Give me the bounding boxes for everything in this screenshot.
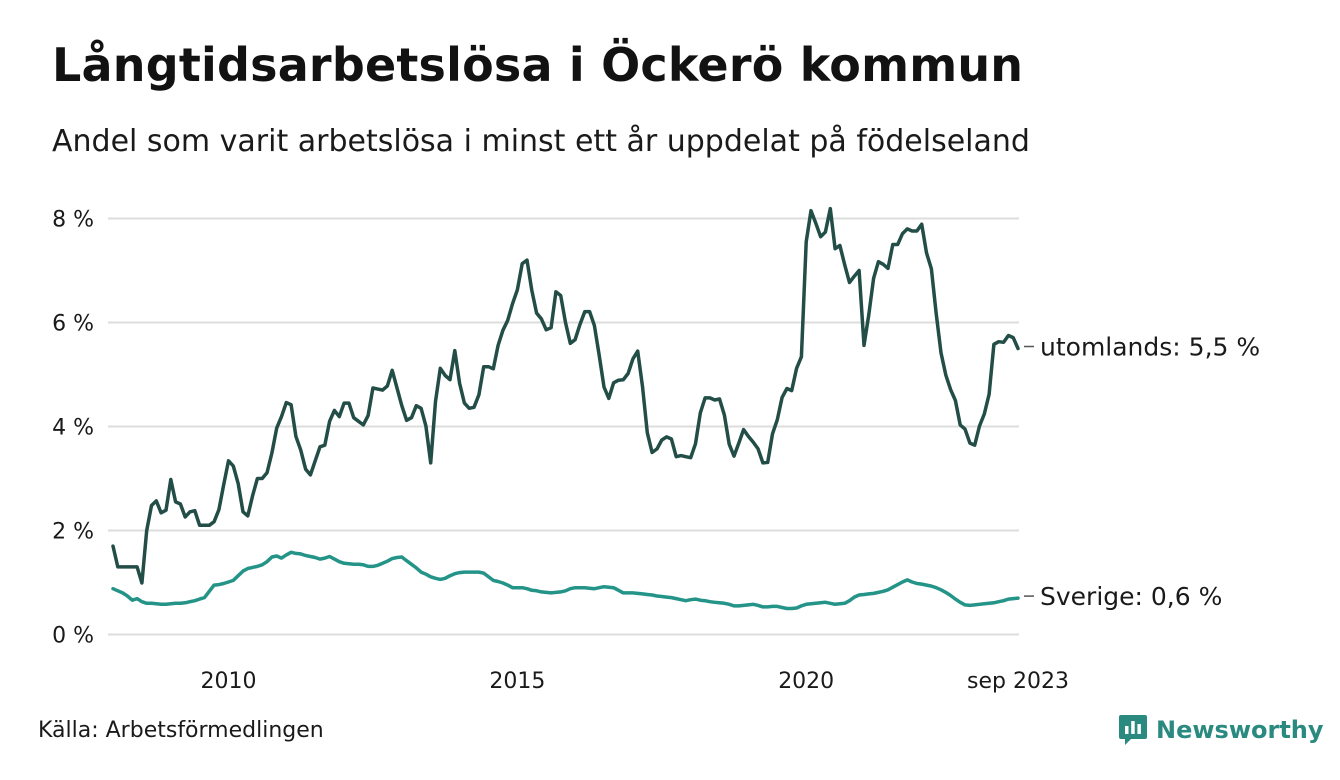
series-lines [111,206,1020,611]
y-tick-label: 6 % [52,312,94,337]
series-line-utomlands [111,206,1020,585]
end-label-utomlands: utomlands: 5,5 % [1040,333,1260,362]
x-axis-ticks: 2010 2015 2020 sep 2023 [201,669,1069,694]
y-axis-ticks: 0 % 2 % 4 % 6 % 8 % [52,208,94,649]
brand-logo: Newsworthy [1118,714,1324,746]
newsworthy-logo-icon [1119,715,1147,745]
x-tick-label: 2020 [778,669,834,694]
source-note: Källa: Arbetsförmedlingen [38,718,324,743]
y-tick-label: 2 % [52,520,94,545]
end-label-sverige: Sverige: 0,6 % [1040,582,1222,611]
chart-title: Långtidsarbetslösa i Öckerö kommun [52,38,1024,92]
brand-name: Newsworthy [1156,716,1324,744]
x-tick-label: 2010 [201,669,257,694]
y-tick-label: 4 % [52,416,94,441]
line-chart: 0 % 2 % 4 % 6 % 8 % 2010 2015 2020 sep 2023 uto… [52,206,1260,694]
y-tick-label: 8 % [52,208,94,233]
x-tick-label-end: sep 2023 [967,669,1069,694]
x-tick-label: 2015 [489,669,545,694]
y-tick-label: 0 % [52,624,94,649]
chart-subtitle: Andel som varit arbetslösa i minst ett å… [52,124,1030,159]
series-line-sverige [111,550,1020,611]
end-labels: utomlands: 5,5 % Sverige: 0,6 % [1024,333,1260,611]
